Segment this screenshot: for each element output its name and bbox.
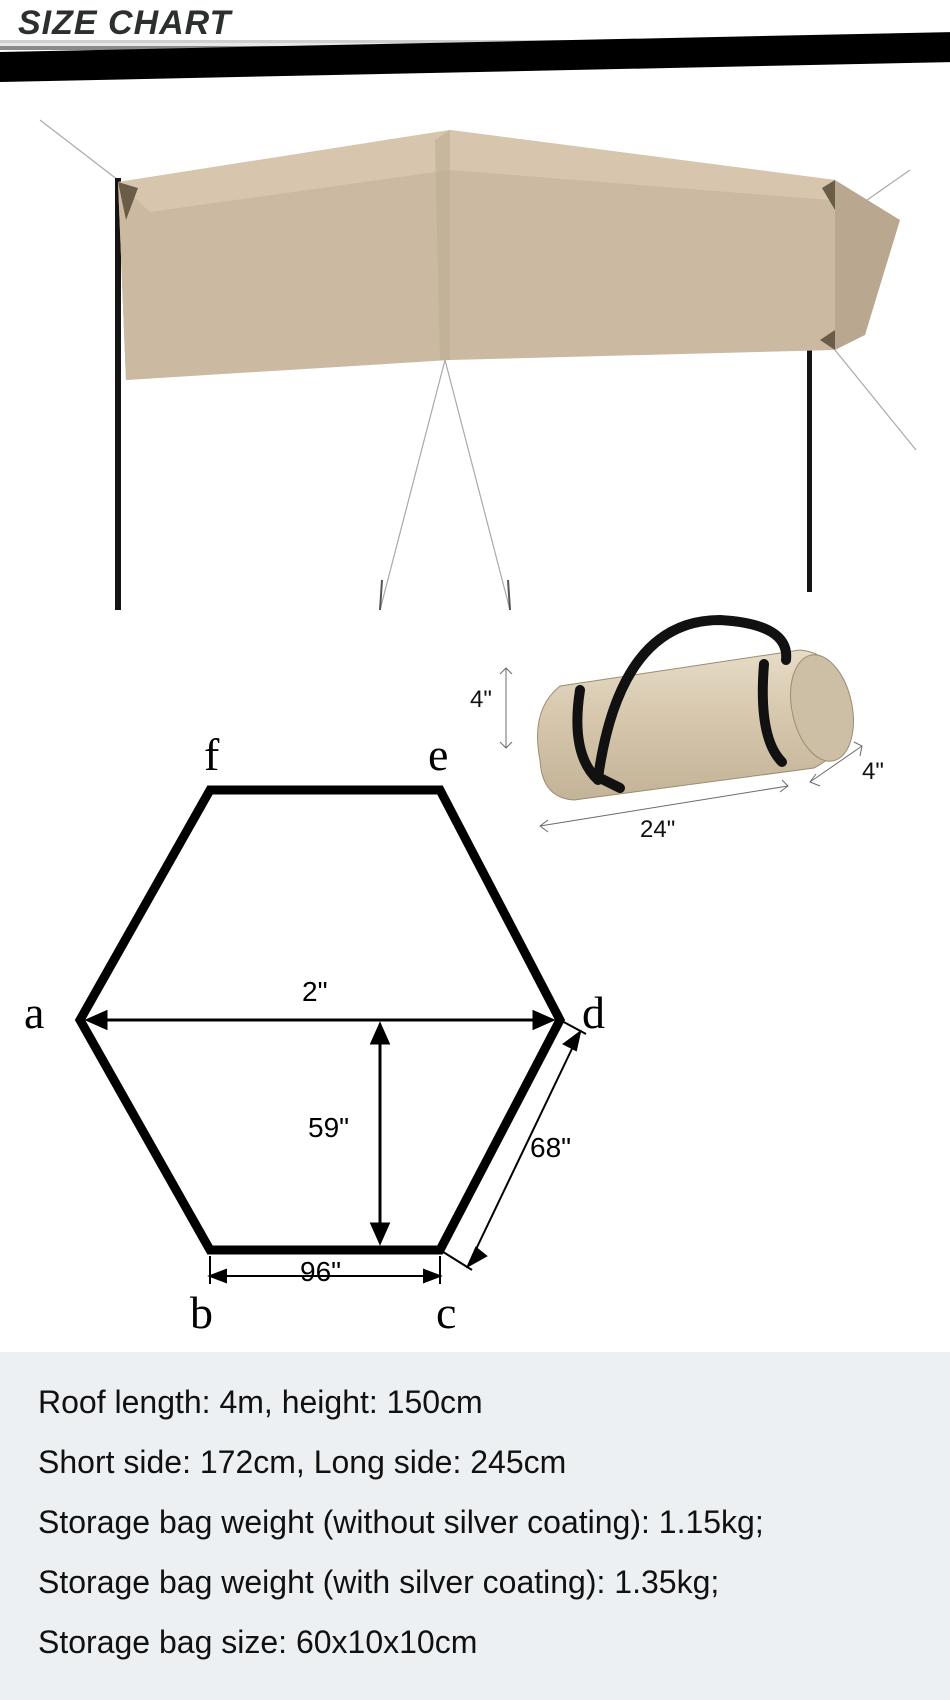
header: SIZE CHART xyxy=(0,0,950,64)
tarp-svg xyxy=(30,80,920,640)
hex-dim-bottom: 96" xyxy=(300,1256,341,1288)
hex-dim-side: 68" xyxy=(530,1132,571,1164)
spec-line: Storage bag weight (with silver coating)… xyxy=(38,1566,912,1598)
bag-dim-depth: 4" xyxy=(862,758,884,786)
hex-vertex-d: d xyxy=(582,986,605,1039)
hex-vertex-a: a xyxy=(24,986,44,1039)
page-title: SIZE CHART xyxy=(18,4,231,43)
hexagon-diagram: a b c d e f 2" 59" 68" 96" xyxy=(20,700,630,1340)
hex-vertex-b: b xyxy=(190,1286,213,1339)
spec-line: Short side: 172cm, Long side: 245cm xyxy=(38,1446,912,1478)
hex-vertex-c: c xyxy=(436,1286,456,1339)
hex-vertex-f: f xyxy=(204,728,219,781)
spec-line: Roof length: 4m, height: 150cm xyxy=(38,1386,912,1418)
bag-dim-length: 24" xyxy=(640,816,675,844)
hex-dim-half-h: 59" xyxy=(308,1112,349,1144)
hex-dim-width: 2" xyxy=(302,976,328,1008)
spec-line: Storage bag weight (without silver coati… xyxy=(38,1506,912,1538)
hexagon-svg xyxy=(20,700,630,1340)
hex-vertex-e: e xyxy=(428,728,448,781)
specs-panel: Roof length: 4m, height: 150cm Short sid… xyxy=(0,1352,950,1700)
tarp-illustration xyxy=(30,80,920,600)
spec-line: Storage bag size: 60x10x10cm xyxy=(38,1626,912,1658)
